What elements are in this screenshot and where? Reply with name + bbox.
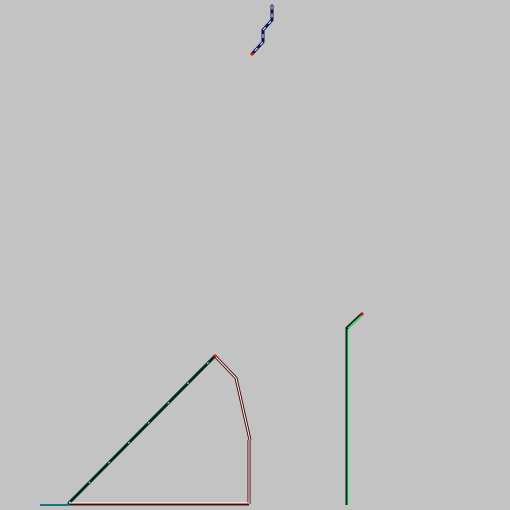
triangle-apex-dot xyxy=(214,355,217,358)
pole-hook-dot xyxy=(361,313,364,316)
zigzag-end-dot xyxy=(251,53,254,56)
